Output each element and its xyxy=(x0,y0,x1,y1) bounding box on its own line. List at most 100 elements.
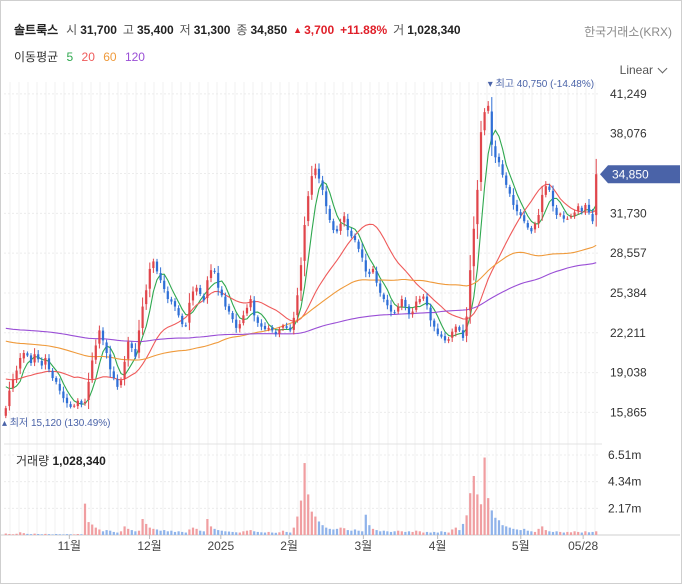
candle-body xyxy=(425,296,429,306)
open-value: 31,700 xyxy=(80,22,117,37)
volume-bar xyxy=(76,534,79,535)
candle-body xyxy=(551,190,555,207)
volume-bar xyxy=(515,529,519,535)
volume-bar xyxy=(80,534,83,535)
volume-bar xyxy=(109,530,112,535)
candle-body xyxy=(317,168,321,179)
volume-bar xyxy=(62,534,65,535)
volume-bar xyxy=(19,532,22,535)
close-value: 34,850 xyxy=(250,22,288,37)
candle-body xyxy=(440,334,443,337)
volume-bar xyxy=(440,531,443,535)
candle-body xyxy=(217,272,220,288)
candle-body xyxy=(407,306,411,315)
y-tick-label: 15,865 xyxy=(610,405,647,419)
volume-bar xyxy=(559,531,562,535)
open-label: 시 xyxy=(66,23,78,37)
candle-body xyxy=(101,330,105,341)
volume-bar xyxy=(436,532,439,535)
volume-bar xyxy=(314,516,317,535)
volume-bar xyxy=(595,531,598,535)
candle-body xyxy=(487,105,490,111)
candle-body xyxy=(184,325,187,327)
candle-body xyxy=(443,336,447,341)
candle-body xyxy=(368,271,371,274)
candle-body xyxy=(87,381,90,401)
volume-bar xyxy=(562,532,565,535)
volume-bar xyxy=(346,530,349,535)
candle-body xyxy=(350,230,353,237)
volume-bar xyxy=(494,517,497,535)
x-tick-label: 3월 xyxy=(355,539,373,553)
ma-20-label[interactable]: 20 xyxy=(81,50,95,64)
volume-bar xyxy=(127,528,130,535)
volume-bar xyxy=(533,531,537,535)
x-tick-label: 4월 xyxy=(429,539,447,553)
volume-bar xyxy=(447,532,450,535)
candle-body xyxy=(98,330,101,344)
volume-bar xyxy=(112,531,115,535)
candle-body xyxy=(235,319,238,328)
candle-body xyxy=(415,301,418,310)
volume-bar xyxy=(451,529,454,535)
candle-body xyxy=(166,291,169,300)
candle-body xyxy=(213,270,216,272)
candle-body xyxy=(105,342,108,353)
candle-body xyxy=(83,401,87,404)
candle-body xyxy=(361,249,364,258)
candle-body xyxy=(22,352,25,359)
ma-5-label[interactable]: 5 xyxy=(66,50,74,64)
candle-body xyxy=(40,361,43,366)
volume-bar xyxy=(379,531,382,535)
candle-body xyxy=(537,214,540,224)
volume-bar xyxy=(213,528,216,535)
ma-120-label[interactable]: 120 xyxy=(124,50,145,64)
candle-body xyxy=(461,330,465,338)
candle-body xyxy=(134,349,137,357)
candle-body xyxy=(26,353,29,356)
volume-bar xyxy=(238,532,241,535)
candle-body xyxy=(296,295,299,316)
volume-bar xyxy=(271,532,274,535)
ma-60-label[interactable]: 60 xyxy=(103,50,117,64)
volume-bar xyxy=(274,532,277,535)
candle-body xyxy=(397,306,400,312)
candle-body xyxy=(476,189,479,225)
scale-selector[interactable]: Linear xyxy=(620,63,668,77)
high-label: 고 xyxy=(122,23,134,37)
volume-bar xyxy=(526,530,529,535)
close-label: 종 xyxy=(236,23,248,37)
candle-body xyxy=(310,176,313,195)
volume-bar xyxy=(465,515,468,535)
candle-body xyxy=(577,206,580,212)
x-tick-label: 2025 xyxy=(207,539,234,553)
candle-body xyxy=(256,317,259,323)
candle-body xyxy=(62,391,65,399)
candle-body xyxy=(411,311,414,315)
ma-60-line xyxy=(5,244,597,361)
volume-bar xyxy=(11,534,15,535)
volume-bar xyxy=(580,532,583,535)
candle-body xyxy=(555,207,558,215)
volume-bar xyxy=(415,530,418,535)
volume-bar xyxy=(137,530,141,535)
volume-bar xyxy=(519,530,522,535)
stock-name: 솔트룩스 xyxy=(14,23,59,37)
volume-bar xyxy=(177,531,180,535)
y-tick-label: 38,076 xyxy=(610,127,647,141)
volume-bar xyxy=(303,463,306,535)
candle-body xyxy=(289,327,292,331)
candle-body xyxy=(339,223,342,231)
candle-body xyxy=(112,371,115,379)
candle-body xyxy=(595,174,598,216)
volume-tick-label: 2.17m xyxy=(608,501,641,515)
volume-label: 거 xyxy=(393,23,405,37)
candle-body xyxy=(530,227,533,232)
candle-body xyxy=(274,331,277,335)
volume-bar xyxy=(490,510,493,535)
volume-bar xyxy=(91,524,94,535)
candle-body xyxy=(505,175,508,185)
candle-body xyxy=(523,215,526,222)
candle-body xyxy=(206,280,209,298)
